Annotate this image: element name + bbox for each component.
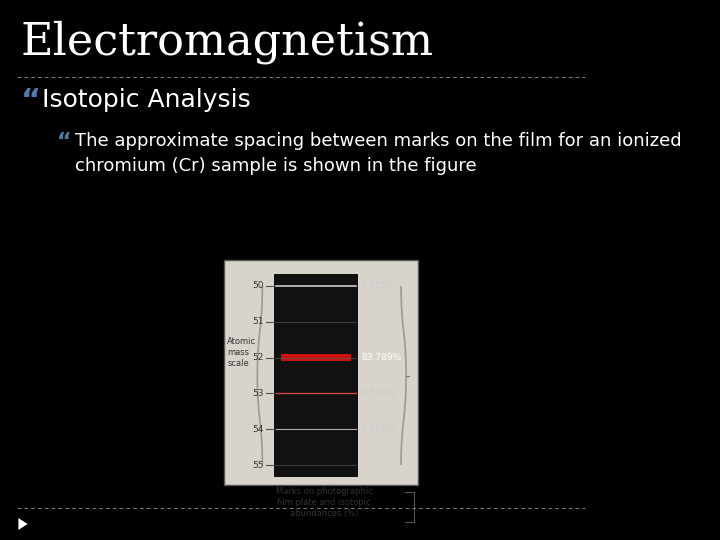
Bar (224, 260, 418, 485)
Text: 9.501%: 9.501% (361, 389, 395, 398)
Text: Marks on photographic
film plate and isotopic
abundances (%): Marks on photographic film plate and iso… (276, 487, 373, 518)
Polygon shape (19, 518, 27, 530)
Text: 54: 54 (253, 424, 264, 434)
Text: “: “ (21, 87, 41, 116)
Text: 51: 51 (253, 318, 264, 326)
Text: “: “ (57, 132, 71, 152)
Text: 50: 50 (253, 281, 264, 291)
Bar (274, 274, 358, 477)
Text: 53: 53 (253, 389, 264, 398)
Bar (281, 354, 351, 361)
Text: 55: 55 (253, 461, 264, 469)
Text: 4.345%: 4.345% (361, 281, 395, 291)
Text: 52: 52 (253, 353, 264, 362)
Text: Atomic
mass
scale: Atomic mass scale (228, 337, 256, 368)
Text: 2.365%: 2.365% (361, 424, 395, 434)
Text: 83.789%: 83.789% (361, 353, 401, 362)
Text: Isotopic Analysis: Isotopic Analysis (42, 88, 251, 112)
Text: Electromagnetism: Electromagnetism (21, 20, 434, 64)
Text: The approximate spacing between marks on the film for an ionized
chromium (Cr) s: The approximate spacing between marks on… (75, 132, 682, 175)
